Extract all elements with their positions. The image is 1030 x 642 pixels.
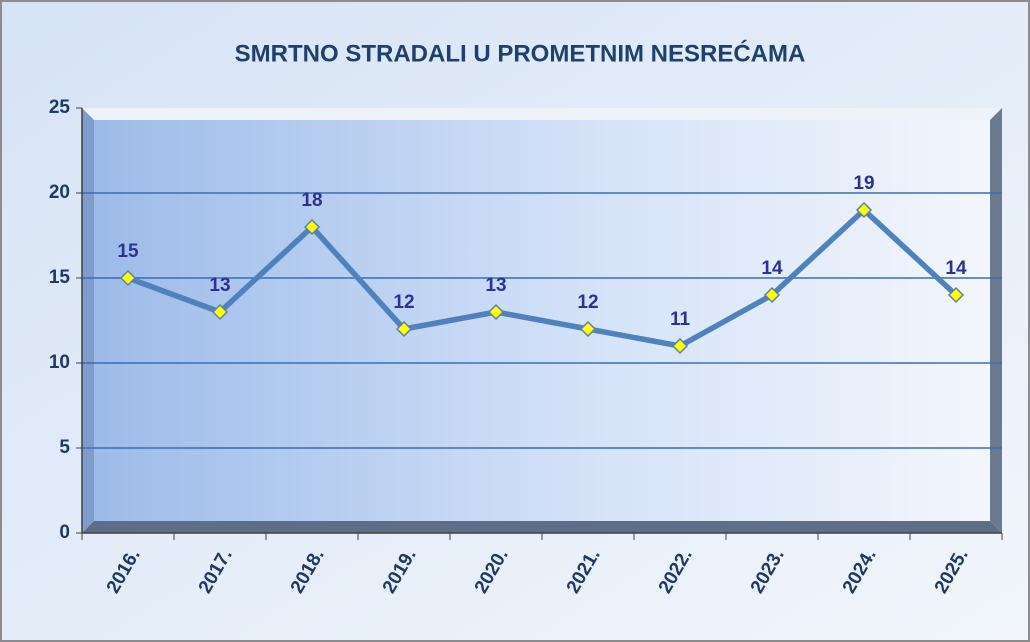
data-marker — [855, 201, 873, 219]
y-tick-label: 25 — [49, 97, 71, 118]
y-tick-label: 10 — [49, 352, 70, 373]
data-marker — [119, 269, 137, 287]
data-label: 18 — [301, 190, 322, 211]
data-marker — [763, 286, 781, 304]
data-label: 13 — [485, 275, 506, 296]
bevel-bottom — [82, 521, 1002, 533]
data-label: 14 — [761, 258, 783, 279]
y-tick-label: 0 — [59, 522, 70, 543]
data-marker — [487, 303, 505, 321]
data-label: 15 — [117, 241, 139, 262]
data-marker — [211, 303, 229, 321]
data-label: 13 — [209, 275, 230, 296]
data-marker — [947, 286, 965, 304]
bevel-left — [82, 108, 94, 533]
data-marker — [303, 218, 321, 236]
data-marker — [579, 320, 597, 338]
bevel-top — [82, 108, 1002, 120]
y-tick-label: 15 — [49, 267, 71, 288]
data-label: 19 — [853, 173, 874, 194]
data-marker — [671, 337, 689, 355]
y-tick-label: 20 — [49, 182, 70, 203]
chart-title: SMRTNO STRADALI U PROMETNIM NESREĆAMA — [235, 39, 806, 67]
y-tick-label: 5 — [59, 437, 70, 458]
data-label: 12 — [577, 292, 598, 313]
data-line — [127, 207, 958, 349]
bevel-right — [990, 108, 1002, 533]
data-label: 12 — [393, 292, 414, 313]
data-label: 14 — [945, 258, 967, 279]
data-marker — [395, 320, 413, 338]
data-label: 11 — [670, 309, 691, 330]
